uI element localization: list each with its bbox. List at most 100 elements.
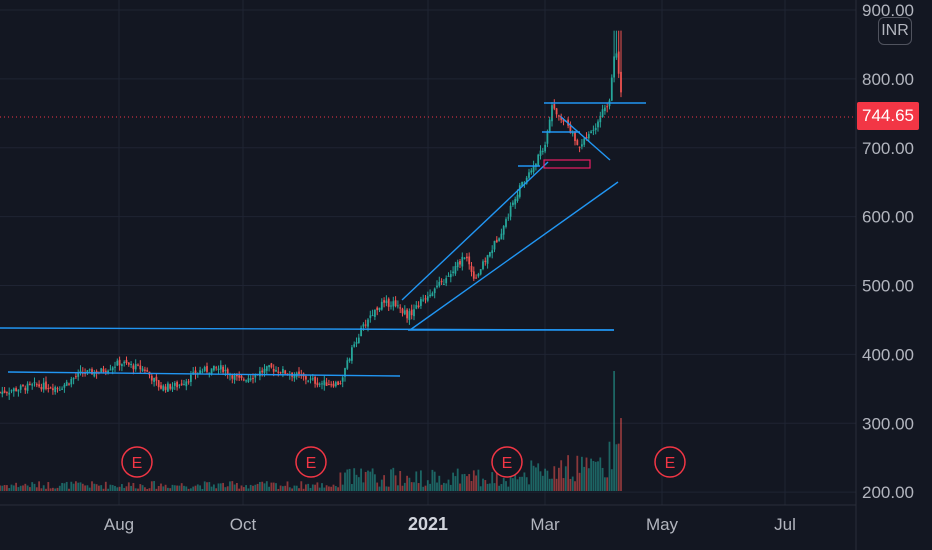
candle-body [383, 300, 385, 303]
price-tick-label: 900.00 [862, 1, 914, 20]
candle-body [192, 372, 195, 374]
volume-bar [376, 482, 379, 491]
candle-body [286, 373, 289, 375]
candle-body [420, 299, 422, 306]
volume-bar [288, 487, 291, 491]
candle-body [61, 388, 63, 390]
trend-line [409, 181, 619, 331]
volume-bar [173, 485, 176, 491]
candle-body [470, 265, 473, 272]
volume-bar [548, 478, 551, 491]
candle-body [587, 134, 590, 139]
candle-body [376, 307, 379, 311]
candle-body [539, 150, 542, 156]
candle-body [339, 383, 342, 385]
volume-bar [226, 486, 229, 491]
candle-body [10, 390, 13, 392]
volume-bar [279, 485, 282, 491]
volume-bar [539, 471, 542, 491]
candle-body [479, 269, 482, 275]
candle-body [413, 309, 415, 317]
candle-body [380, 301, 383, 310]
candle-body [378, 307, 381, 311]
volume-bar [298, 488, 300, 491]
candle-body [284, 370, 287, 374]
candle-body [134, 364, 137, 370]
earnings-marker-label: E [132, 455, 143, 472]
price-tick-label: 200.00 [862, 483, 914, 502]
volume-bar [436, 482, 438, 491]
volume-bar [590, 458, 592, 491]
volume-bar [277, 488, 280, 491]
volume-bar [302, 488, 305, 491]
candle-body [277, 371, 280, 373]
candle-body [242, 379, 245, 381]
volume-bar [45, 488, 47, 491]
volume-bar [477, 469, 480, 491]
candle-body [558, 115, 560, 117]
volume-bar [148, 488, 151, 491]
volume-bar [426, 480, 429, 491]
candle-body [194, 370, 197, 375]
volume-bar [417, 483, 420, 491]
candle-body [263, 368, 266, 373]
volume-bar [15, 482, 17, 491]
volume-bar [245, 485, 247, 491]
candle-body [551, 105, 553, 122]
candle-body [353, 344, 356, 347]
volume-bar [594, 461, 597, 491]
candle-body [190, 374, 192, 382]
volume-bar [401, 485, 404, 491]
volume-bar [84, 485, 86, 491]
candle-body [12, 388, 15, 392]
volume-bar [88, 487, 91, 491]
last-price-label: 744.65 [857, 102, 919, 130]
volume-bar [390, 469, 392, 491]
candle-body [323, 380, 326, 386]
candle-body [392, 301, 395, 307]
candle-body [35, 384, 38, 386]
volume-bar [585, 457, 588, 491]
volume-bar [581, 456, 583, 491]
volume-bar [65, 481, 68, 491]
volume-bar [431, 469, 434, 491]
volume-bar [397, 485, 399, 491]
currency-badge[interactable]: INR [878, 17, 912, 45]
volume-bar [597, 461, 599, 491]
volume-bar [49, 488, 52, 491]
volume-bar [1, 485, 4, 491]
candle-body [231, 375, 234, 379]
candle-body [33, 382, 36, 384]
candle-body [394, 300, 397, 307]
volume-bar [190, 488, 192, 491]
volume-bar [599, 457, 602, 491]
volume-bar [438, 475, 441, 491]
volume-bar [206, 482, 208, 491]
candle-body [562, 118, 565, 122]
volume-bar [284, 485, 287, 491]
candle-body [348, 358, 351, 361]
candle-body [330, 384, 333, 386]
volume-bar [35, 487, 38, 491]
candle-body [164, 386, 167, 390]
volume-bar [26, 485, 29, 491]
volume-bar [502, 478, 505, 491]
volume-bar [240, 485, 243, 491]
candle-body [49, 387, 52, 389]
volume-bar [518, 476, 521, 491]
volume-bar [466, 476, 468, 491]
volume-bar [318, 487, 321, 491]
time-tick-label: Aug [104, 515, 134, 534]
volume-bar [472, 470, 475, 491]
candle-body [203, 367, 206, 371]
volume-bar [369, 471, 372, 491]
candle-body [121, 364, 123, 367]
volume-bar [307, 483, 310, 491]
candle-body [399, 307, 402, 309]
candle-body [424, 298, 427, 300]
volume-bar [380, 479, 383, 491]
candle-body [127, 362, 130, 365]
volume-bar [24, 483, 27, 491]
